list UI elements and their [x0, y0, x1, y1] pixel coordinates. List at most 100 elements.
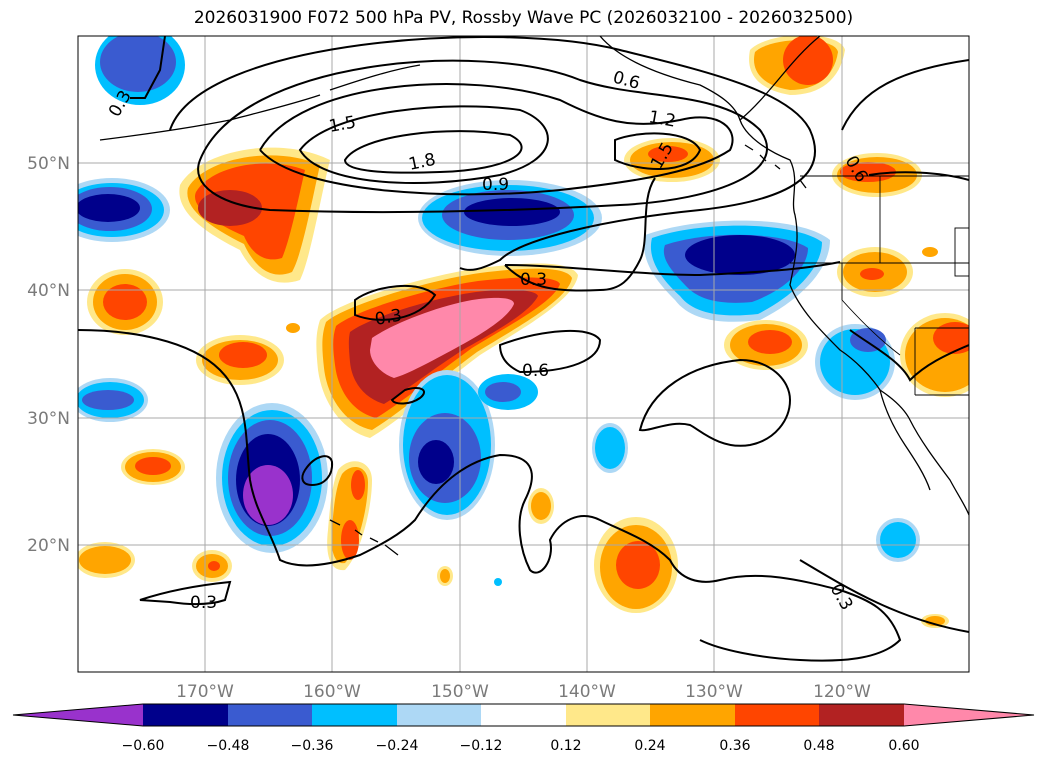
colorbar-tick-label: −0.12: [460, 738, 503, 754]
map-title: 2026031900 F072 500 hPa PV, Rossby Wave …: [193, 8, 854, 28]
colorbar-segment: [312, 704, 397, 726]
colorbar-labels: −0.60 −0.48 −0.36 −0.24 −0.12 0.12 0.24 …: [122, 738, 920, 754]
contour-0-3-west: [130, 36, 166, 99]
misc-small-anomalies: [78, 247, 949, 628]
colorbar-outline: [12, 703, 1035, 727]
contour-0-6-jet: [169, 36, 816, 271]
pv-shading: [78, 36, 969, 628]
contour-1-5: [298, 105, 549, 184]
lat-label-20n: 20°N: [27, 536, 70, 556]
pos-anomaly-167w-35n: [196, 335, 284, 385]
hawaii-islands: [329, 519, 399, 556]
neg-anomaly-west-31n: [78, 378, 148, 422]
pos-anomaly-158w-22n: [327, 461, 372, 571]
pos-anomaly-121w-49n: [832, 153, 922, 197]
latitude-labels: 50°N 40°N 30°N 20°N: [27, 154, 70, 556]
colorbar-segment: [228, 704, 312, 726]
contour-mid-pacific: [390, 387, 425, 405]
contour-label: 0.3: [520, 270, 547, 290]
coastlines: [99, 36, 969, 556]
coastal-islands: [744, 144, 807, 189]
colorbar-tick-label: 0.36: [719, 738, 750, 754]
pos-anomaly-165w-50n: [179, 147, 330, 283]
pv-contours: [78, 36, 969, 662]
lat-label-40n: 40°N: [27, 281, 70, 301]
colorbar-tick-label: −0.48: [207, 738, 250, 754]
neg-anomaly-115w-20n: [876, 518, 920, 562]
pos-anomaly-120w-41n: [837, 247, 913, 297]
neg-anomaly-149w-27n: [399, 370, 538, 520]
colorbar-segment: [143, 704, 228, 726]
contour-label: 0.9: [482, 175, 509, 195]
lat-label-30n: 30°N: [27, 409, 70, 429]
political-borders: [790, 175, 969, 396]
neg-anomaly-148w-47n: [418, 180, 602, 256]
contour-1-8: [343, 130, 523, 174]
lon-label-120w: 120°W: [813, 682, 871, 702]
pos-anomaly-136w-19n: [594, 517, 678, 613]
colorbar-tick-label: 0.24: [634, 738, 665, 754]
contour-label: 1.5: [327, 113, 357, 137]
colorbar-tick-label: 0.48: [803, 738, 834, 754]
map-frame: [77, 35, 970, 673]
colorbar-segment: [735, 704, 819, 726]
contour-0-9: [197, 59, 768, 214]
contour-1-2-north: [259, 83, 734, 196]
lon-label-150w: 150°W: [431, 682, 489, 702]
colorbar-tick-label: 0.12: [550, 738, 581, 754]
longitude-labels: 170°W 160°W 150°W 140°W 130°W 120°W: [176, 682, 871, 702]
contour-label: 0.6: [522, 361, 549, 381]
pos-anomaly-175w-40n: [87, 269, 163, 335]
lon-label-170w: 170°W: [176, 682, 234, 702]
contour-east-coast: [849, 329, 969, 382]
baja-peninsula: [879, 389, 931, 491]
pos-anomaly-129w-36n: [724, 320, 808, 370]
colorbar-extend-min: [13, 704, 143, 726]
contour-label: 0.3: [373, 306, 403, 330]
colorbar-tick-label: −0.36: [291, 738, 334, 754]
pos-anomaly-150w-37n: [316, 263, 578, 438]
colorbar-segment: [481, 704, 566, 726]
neg-anomaly-165w-23n: [216, 403, 328, 553]
contour-southeast-long: [799, 559, 969, 633]
contour-east-shelf: [868, 171, 969, 181]
lon-label-160w: 160°W: [303, 682, 361, 702]
contour-0-3-loop: [504, 177, 656, 292]
neg-anomaly-139w-28n: [592, 423, 628, 473]
colorbar-extend-max: [904, 704, 1034, 726]
pos-anomaly-133w-49n: [624, 138, 720, 182]
colorbar-segment: [650, 704, 735, 726]
contour-low-large: [78, 329, 902, 662]
colorbar-tick-label: −0.24: [376, 738, 419, 754]
colorbar-tick-label: −0.60: [122, 738, 165, 754]
lon-label-140w: 140°W: [558, 682, 616, 702]
contour-label: 1.2: [647, 107, 677, 131]
contour-southeast: [638, 358, 792, 447]
contour-southwest: [139, 580, 232, 606]
contour-label: 0.3: [190, 593, 217, 613]
contour-1-2-east: [614, 132, 702, 170]
neg-anomaly-west-48n: [78, 178, 170, 242]
colorbar: [12, 703, 1035, 727]
north-america-west-coast: [739, 36, 969, 516]
lat-label-50n: 50°N: [27, 154, 70, 174]
colorbar-segment: [397, 704, 481, 726]
pos-anomaly-167w-28n: [121, 449, 185, 485]
neg-anomaly-top-left: [95, 36, 185, 105]
map-panel: 0.3 0.6 1.5 1.8 0.9 1.2 1.5 0.6 0.3 0.3 …: [78, 36, 969, 672]
colorbar-segment: [819, 704, 904, 726]
pos-anomaly-113w-35n: [900, 313, 969, 397]
lon-label-130w: 130°W: [685, 682, 743, 702]
alaska-coast: [599, 36, 741, 121]
contour-0-3-band: [504, 261, 841, 277]
pos-anomaly-top-right: [749, 36, 845, 95]
neg-anomaly-128w-43n: [644, 220, 830, 322]
graticule: [78, 36, 969, 672]
contour-east-north: [841, 59, 969, 131]
colorbar-segment: [566, 704, 650, 726]
colorbar-tick-label: 0.60: [888, 738, 919, 754]
contour-hawaii-loop: [301, 455, 334, 487]
contour-0-6-south: [498, 330, 602, 374]
contour-0-3-cutoff: [354, 284, 437, 321]
